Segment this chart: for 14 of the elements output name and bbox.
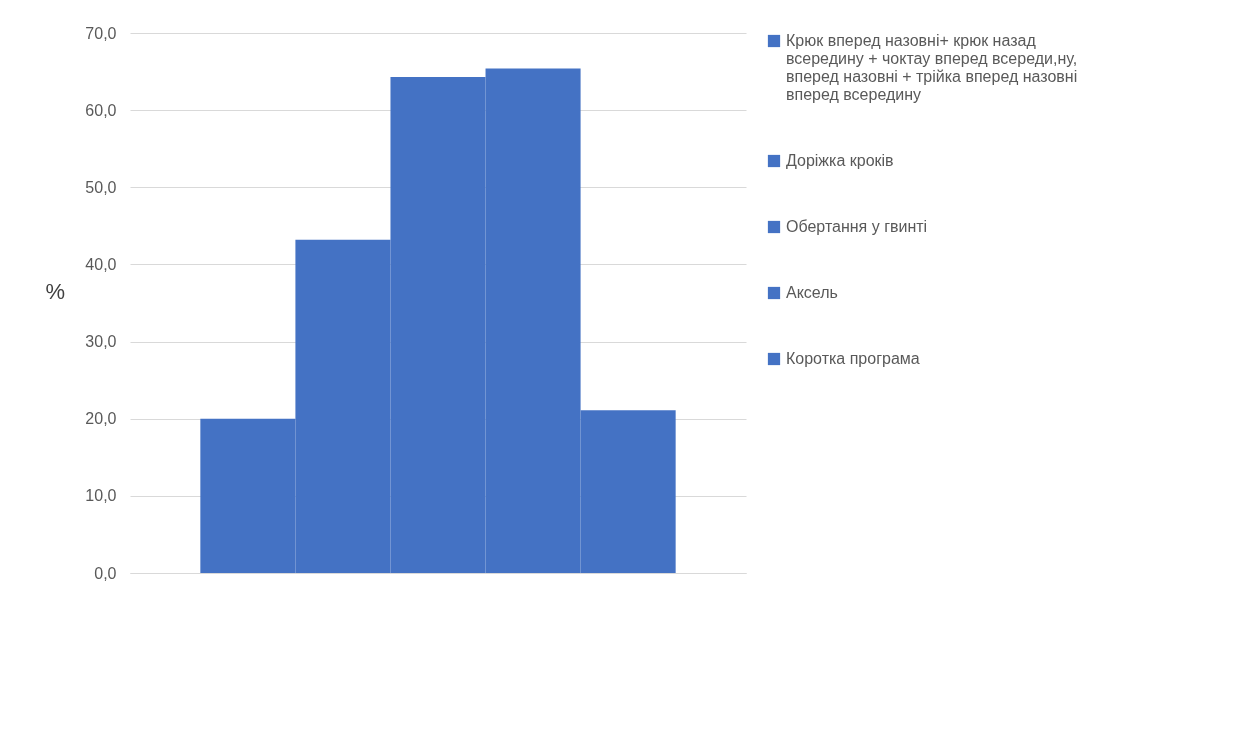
legend-label: Обертання у гвинті (786, 218, 928, 235)
y-tick-label: 0,0 (94, 564, 117, 582)
y-tick-label: 20,0 (85, 410, 117, 428)
legend-label: Аксель (786, 284, 838, 301)
y-tick-label: 60,0 (85, 101, 117, 119)
y-tick-label: 10,0 (85, 487, 117, 505)
legend-label: Крюк вперед назовні+ крюк назад всередину + чоктау вперед всереди,ну, вперед назовні + трійка вперед назовні вперед всередину (786, 32, 1078, 103)
legend-label: Доріжка кроків (786, 152, 894, 169)
y-tick-label: 70,0 (85, 24, 117, 42)
y-axis-title: % (45, 278, 66, 304)
y-tick-label: 50,0 (85, 178, 117, 196)
legend-label: Коротка програма (786, 350, 920, 367)
y-tick-label: 30,0 (85, 333, 117, 351)
y-tick-label: 40,0 (85, 255, 117, 273)
